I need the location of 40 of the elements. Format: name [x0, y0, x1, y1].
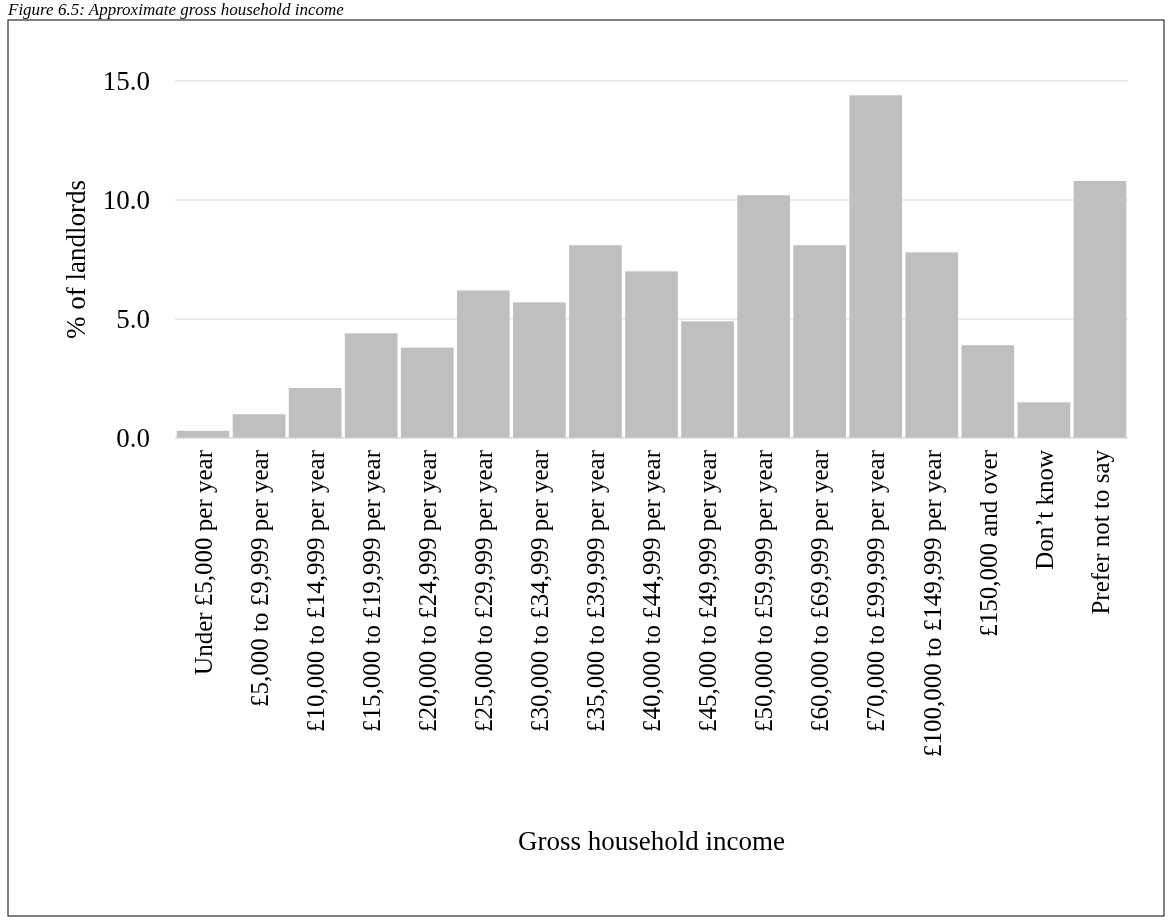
y-axis-title: % of landlords — [61, 180, 91, 339]
y-tick-label: 10.0 — [102, 185, 150, 216]
bar — [681, 321, 734, 438]
x-tick-label: £50,000 to £59,999 per year — [750, 449, 778, 732]
x-tick-label: £150,000 and over — [974, 449, 1002, 637]
bar — [513, 302, 566, 438]
x-tick-label: Prefer not to say — [1086, 449, 1114, 615]
chart-title: Figure 6.5: Approximate gross household income — [7, 0, 345, 19]
x-tick-label: £45,000 to £49,999 per year — [694, 449, 722, 732]
bar — [232, 414, 286, 438]
bar — [961, 345, 1015, 438]
y-tick-label: 0.0 — [116, 423, 150, 454]
bar — [793, 245, 847, 438]
bar — [569, 245, 622, 438]
bar — [344, 333, 398, 438]
x-tick-label: Don’t know — [1030, 450, 1058, 570]
y-tick-label: 15.0 — [102, 66, 150, 97]
bar — [849, 95, 903, 438]
bar — [1017, 402, 1071, 438]
bar — [288, 388, 342, 438]
x-tick-label: £70,000 to £99,999 per year — [862, 449, 890, 732]
x-tick-label: £5,000 to £9,999 per year — [245, 449, 273, 707]
bar — [1073, 180, 1127, 438]
x-tick-label: £30,000 to £34,999 per year — [526, 449, 554, 732]
x-tick-label: £20,000 to £24,999 per year — [414, 449, 442, 732]
bar — [737, 195, 790, 438]
x-tick-label: £10,000 to £14,999 per year — [301, 449, 329, 732]
x-tick-label: £40,000 to £44,999 per year — [638, 449, 666, 732]
x-tick-label: £35,000 to £39,999 per year — [582, 449, 610, 732]
x-tick-label: £25,000 to £29,999 per year — [470, 449, 498, 732]
bar — [456, 290, 510, 438]
x-tick-label: £100,000 to £149,999 per year — [918, 449, 946, 757]
bar — [400, 347, 454, 438]
x-tick-label: £15,000 to £19,999 per year — [357, 449, 385, 732]
x-tick-label: £60,000 to £69,999 per year — [806, 449, 834, 732]
y-tick-label: 5.0 — [116, 304, 150, 335]
bar — [625, 271, 678, 438]
bar — [905, 252, 959, 438]
x-tick-label: Under £5,000 per year — [189, 449, 217, 675]
x-axis-title: Gross household income — [518, 826, 785, 856]
